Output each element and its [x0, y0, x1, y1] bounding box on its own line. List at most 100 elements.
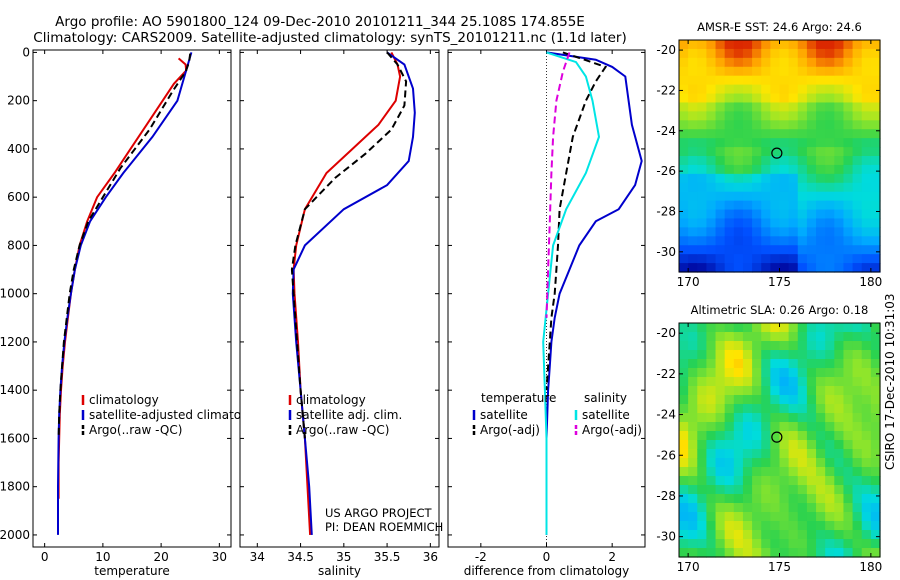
sla_map-cell [733, 395, 744, 405]
sla_map-cell [797, 467, 808, 477]
sla_map-cell [806, 512, 817, 522]
sla_map-cell [715, 458, 726, 468]
depth-tick-label: 1200 [0, 335, 30, 349]
sst_map-cell [679, 218, 689, 228]
sst_map-cell [770, 227, 781, 237]
sla_map-cell [852, 377, 863, 387]
sst_map-cell [697, 57, 708, 68]
sst_map-cell [761, 40, 771, 50]
sla_map-cell [806, 449, 817, 459]
sst_map-cell [752, 236, 762, 246]
sla_map-cell [742, 548, 753, 558]
sst_map-cell [706, 245, 717, 255]
sst_map-cell [816, 200, 826, 211]
sla_map-cell [834, 467, 845, 477]
sla_map-cell [697, 494, 708, 504]
salinity-axes-box [239, 49, 440, 548]
sla_map-cell [788, 539, 799, 549]
sst_map-cell [806, 254, 817, 264]
sla_map-cell [742, 440, 753, 450]
sla_map-cell [816, 548, 826, 558]
sst_map-cell [697, 164, 708, 175]
sla_map-cell [697, 323, 708, 333]
sst_map-cell [825, 236, 835, 246]
sla_map-cell [843, 449, 854, 459]
sla_map-cell [861, 530, 872, 540]
sla_map-cell [715, 386, 726, 396]
sla_map-cell [770, 332, 781, 342]
sla_map-cell [861, 368, 872, 378]
sla_map-cell [870, 368, 881, 378]
sla_map-lon-label: 180 [859, 560, 882, 574]
sla_map-cell [806, 548, 817, 558]
sla_map-cell [816, 494, 826, 504]
sst_map-cell [733, 93, 744, 104]
sst_map-cell [806, 218, 817, 228]
sla_map-cell [843, 332, 854, 342]
sst_map-cell [834, 40, 845, 50]
sst_map-cell [870, 129, 881, 139]
sst_map-cell [706, 209, 717, 220]
sst_map-cell [761, 75, 771, 86]
sst_map-cell [870, 48, 881, 59]
sst_map-cell [870, 254, 881, 264]
sla_map-cell [816, 458, 826, 468]
sst_map-cell [706, 147, 717, 157]
sla_map-cell [797, 404, 808, 414]
sst_map-cell [752, 156, 762, 166]
sla_map-cell [825, 413, 835, 423]
sla_map-cell [861, 467, 872, 477]
sla_map-cell [706, 413, 717, 423]
sla_map-cell [770, 476, 781, 486]
sst_map-cell [779, 227, 790, 237]
sst_map-cell [779, 102, 790, 112]
sst_map-cell [715, 263, 726, 273]
sla_map-cell [825, 395, 835, 405]
sla_map-cell [761, 359, 771, 369]
sla_map-cell [733, 359, 744, 369]
sst_map-cell [816, 209, 826, 220]
sla_map-cell [816, 377, 826, 387]
sst_map-cell [715, 48, 726, 59]
sla_map-cell [752, 431, 762, 441]
sla_map-cell [697, 359, 708, 369]
sla_map-cell [816, 386, 826, 396]
sst_map-panel: -20 -22 -24 -26 -28 -30 170 175 180 AMSR-E SST: 2… [656, 20, 882, 289]
sst_map-cell [724, 200, 735, 211]
sst_map-cell [742, 245, 753, 255]
sst_map-cell [852, 263, 863, 273]
sla_map-cell [715, 350, 726, 360]
sst_map-cell [861, 236, 872, 246]
sla_map-cell [870, 467, 881, 477]
sla_map-cell [761, 422, 771, 432]
sst_map-cell [770, 236, 781, 246]
sst_map-cell [816, 66, 826, 77]
sst_map-cell [825, 138, 835, 148]
sst_map-cell [733, 200, 744, 211]
sla_map-cell [834, 512, 845, 522]
sst_map-cell [724, 66, 735, 77]
sla_map-cell [706, 494, 717, 504]
sst_map-cell [715, 75, 726, 86]
sla_map-cell [679, 341, 689, 351]
sla_map-cell [861, 521, 872, 531]
sst_map-cell [870, 75, 881, 86]
sla_map-cell [697, 503, 708, 513]
sst_map-cell [715, 254, 726, 264]
sst_map-cell [797, 40, 808, 50]
sst_map-cell [715, 173, 726, 184]
sla_map-cell [816, 530, 826, 540]
sla_map-cell [825, 503, 835, 513]
sst_map-cell [779, 209, 790, 220]
sst_map-cell [697, 111, 708, 121]
sst_map-cell [834, 129, 845, 139]
sla_map-cell [806, 413, 817, 423]
sst_map-cell [752, 48, 762, 59]
sst_map-cell [724, 218, 735, 228]
sla_map-cell [834, 539, 845, 549]
sla_map-cell [724, 359, 735, 369]
sla_map-cell [870, 548, 881, 558]
sst_map-cell [697, 236, 708, 246]
sst_map-cell [733, 254, 744, 264]
